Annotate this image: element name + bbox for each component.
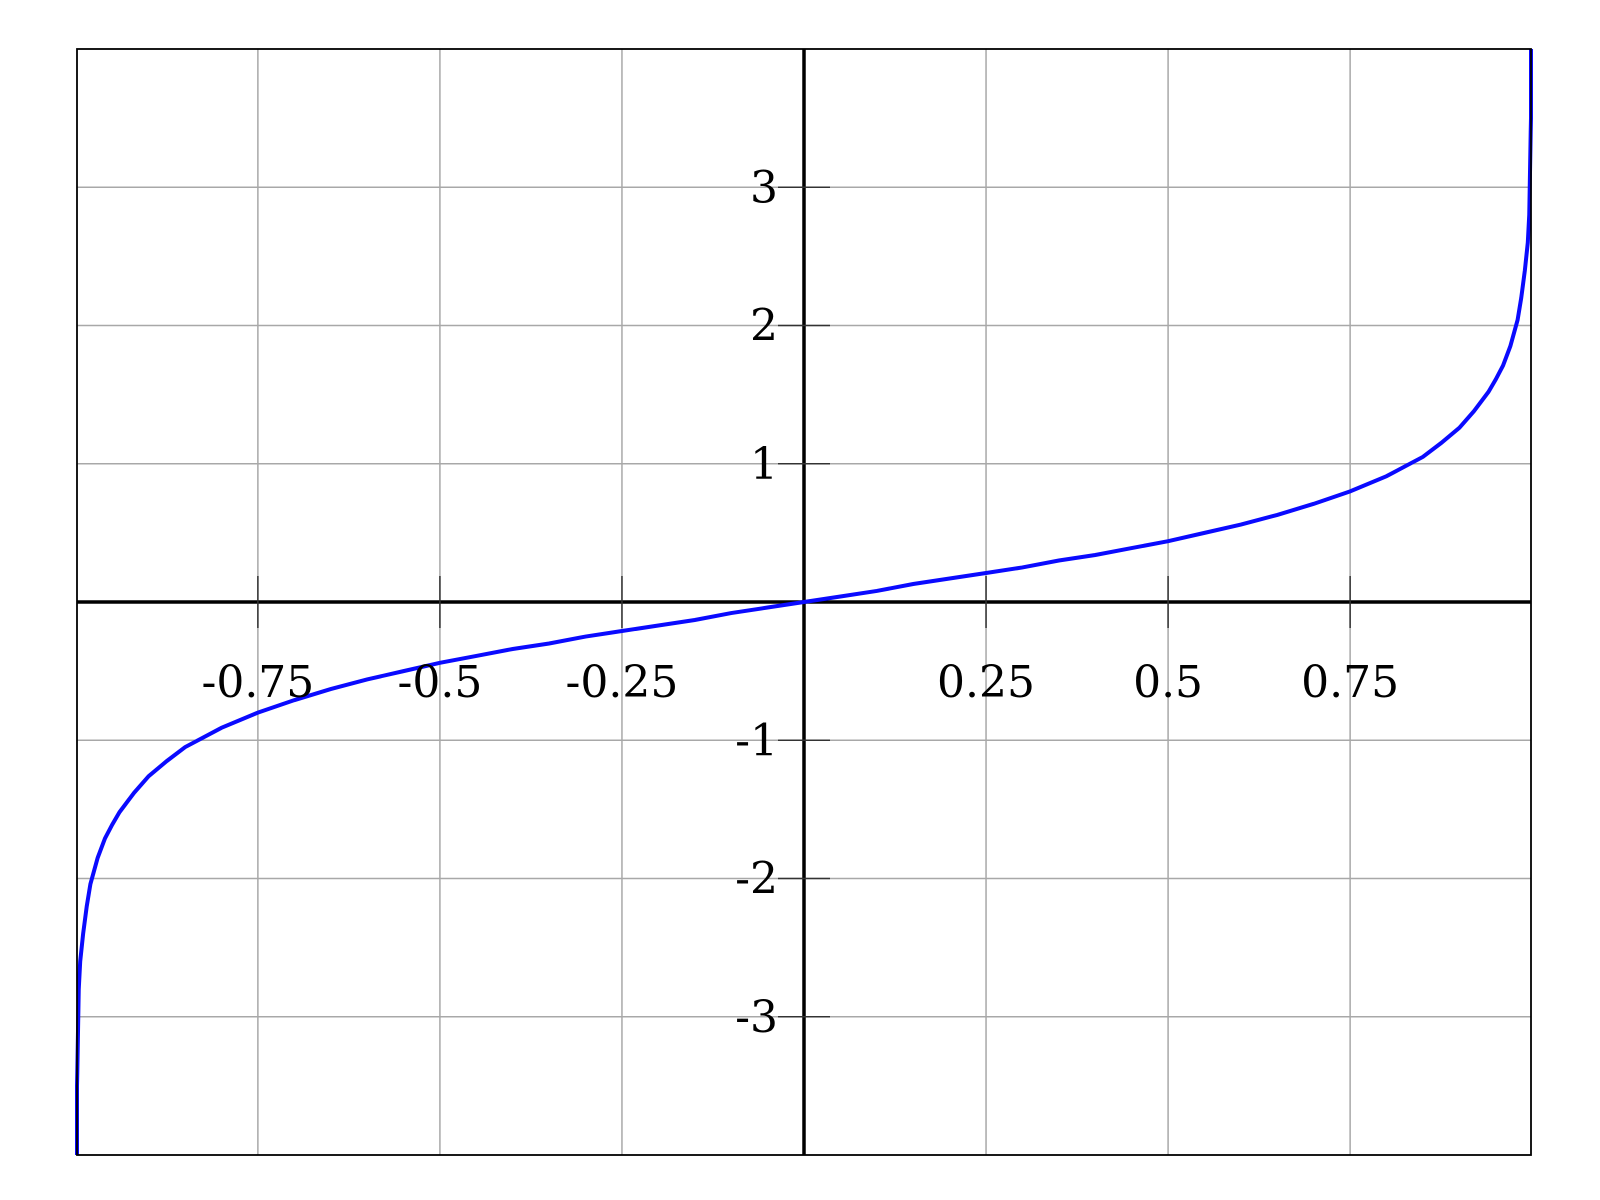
tick-layer [257,186,1351,1018]
series-line-0 [75,49,1533,1155]
x-tick-label: -0.75 [201,657,314,708]
y-tick-label: -3 [735,992,778,1043]
plot-frame [76,48,1532,1156]
x-tick-label: 0.5 [1133,657,1203,708]
x-tick-label: -0.5 [397,657,482,708]
x-tick-label: 0.75 [1301,657,1399,708]
y-tick-label: -2 [735,854,778,905]
label-layer: -0.75 -0.5 -0.25 0.25 0.5 0.75 -3 -2 -1 1 2 3 [201,162,1399,1043]
y-tick-label: 3 [750,162,778,213]
y-tick-label: 1 [750,439,778,490]
x-tick-label: -0.25 [566,657,679,708]
x-tick-label: 0.25 [937,657,1035,708]
y-tick-label: 2 [750,301,778,352]
y-tick-label: -1 [735,715,778,766]
curve-layer [75,49,1533,1155]
